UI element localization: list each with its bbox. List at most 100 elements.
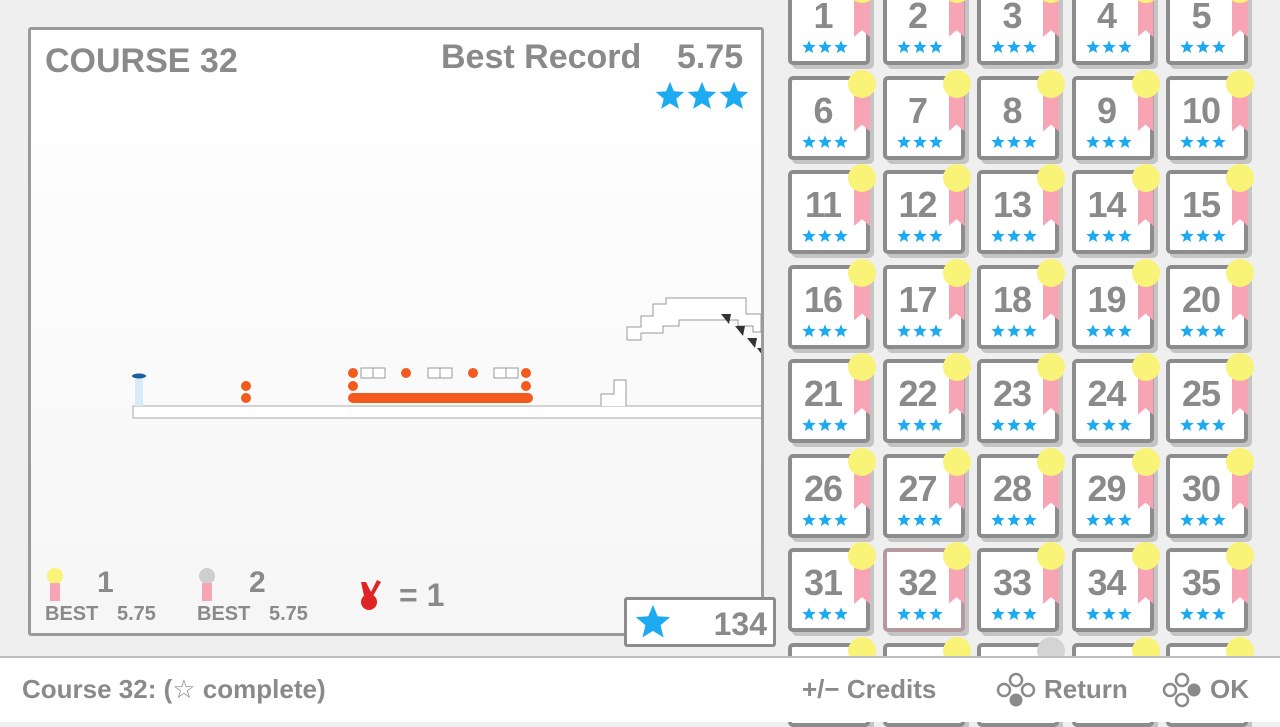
- medal: [942, 258, 971, 287]
- tile-stars: [1085, 134, 1132, 148]
- course-tile[interactable]: 35: [1166, 542, 1254, 632]
- tile-stars: [1180, 229, 1226, 243]
- medal-ribbon: [1137, 0, 1154, 37]
- tile-stars: [1180, 40, 1226, 54]
- course-tile[interactable]: 32: [882, 542, 971, 632]
- medal-best-label: BEST: [45, 603, 99, 625]
- medal: [1037, 164, 1065, 192]
- course-tile[interactable]: 12: [882, 164, 971, 254]
- course-tile[interactable]: 14: [1071, 164, 1160, 254]
- course-number: 20: [1181, 278, 1221, 320]
- course-number: 4: [1096, 0, 1117, 36]
- medal: [1226, 164, 1254, 192]
- tile-stars: [802, 607, 848, 621]
- medal: [848, 0, 876, 3]
- course-number: 6: [813, 89, 833, 131]
- tile-stars: [802, 323, 848, 337]
- course-tile[interactable]: 22: [882, 353, 971, 443]
- course-tile[interactable]: 6: [788, 69, 876, 160]
- medal-best-time: 5.75: [269, 603, 308, 625]
- course-number: 21: [803, 373, 843, 414]
- course-number: 26: [803, 467, 843, 509]
- medal: [1226, 0, 1254, 3]
- course-number: 14: [1087, 184, 1126, 225]
- course-tile[interactable]: 18: [977, 258, 1065, 349]
- course-number: 3: [1002, 0, 1022, 36]
- medal: [1226, 542, 1254, 570]
- course-tile[interactable]: 28: [977, 447, 1065, 538]
- medal: [1131, 258, 1160, 287]
- course-number: 12: [898, 184, 937, 225]
- medal: [1131, 542, 1160, 570]
- course-tile[interactable]: 34: [1071, 542, 1160, 632]
- tile-stars: [991, 607, 1037, 621]
- course-tile[interactable]: 13: [977, 164, 1065, 254]
- best-record-label: Best Record: [441, 38, 642, 76]
- course-tile[interactable]: 24: [1071, 353, 1160, 443]
- course-tile[interactable]: 23: [977, 353, 1065, 443]
- course-number: 8: [1002, 89, 1022, 131]
- tile-stars: [1085, 418, 1132, 432]
- course-tile[interactable]: 31: [788, 542, 876, 632]
- course-number: 27: [898, 467, 937, 509]
- course-tile[interactable]: 10: [1166, 69, 1254, 160]
- course-tile[interactable]: 1: [788, 0, 876, 65]
- medal: [942, 0, 971, 3]
- course-tile[interactable]: 3: [977, 0, 1065, 65]
- course-tile[interactable]: 15: [1166, 164, 1254, 254]
- medal: [848, 353, 876, 381]
- star-total: 134: [713, 606, 767, 642]
- medal: [848, 542, 876, 570]
- course-tile[interactable]: 27: [882, 447, 971, 538]
- course-tile[interactable]: 25: [1166, 353, 1254, 443]
- tile-stars: [896, 40, 943, 54]
- course-tile[interactable]: 29: [1071, 447, 1160, 538]
- course-tile[interactable]: 30: [1166, 447, 1254, 538]
- course-number: 32: [898, 562, 937, 603]
- course-tile[interactable]: 19: [1071, 258, 1160, 349]
- medal: [1037, 69, 1065, 98]
- course-number: 22: [898, 373, 937, 414]
- course-tile[interactable]: 20: [1166, 258, 1254, 349]
- course-tile[interactable]: 9: [1071, 69, 1160, 160]
- level-preview: [47, 297, 761, 610]
- medal: [1131, 447, 1160, 476]
- course-tile[interactable]: 33: [977, 542, 1065, 632]
- medal: [942, 164, 971, 192]
- status-text: Course 32: (☆ complete): [22, 674, 326, 704]
- course-tile[interactable]: 21: [788, 353, 876, 443]
- medal: [848, 164, 876, 192]
- tile-stars: [802, 40, 848, 54]
- course-tile[interactable]: 7: [882, 69, 971, 160]
- credits-button[interactable]: +/− Credits: [802, 674, 937, 704]
- course-tile[interactable]: 2: [882, 0, 971, 65]
- course-tile[interactable]: 16: [788, 258, 876, 349]
- ok-button[interactable]: OK: [1210, 674, 1249, 704]
- medal: [1131, 164, 1160, 192]
- medal: [942, 69, 971, 98]
- tile-stars: [896, 134, 943, 148]
- medal: [1037, 258, 1065, 287]
- medal: [942, 542, 971, 570]
- course-tile[interactable]: 11: [788, 164, 876, 254]
- tile-stars: [991, 323, 1037, 337]
- medal-ribbon: [854, 0, 870, 37]
- course-tile[interactable]: 5: [1166, 0, 1254, 65]
- footer-bar: Course 32: (☆ complete) +/− Credits Retu…: [0, 656, 1280, 722]
- death-count: = 1: [399, 577, 445, 613]
- return-button[interactable]: Return: [1044, 674, 1128, 704]
- tile-stars: [896, 607, 943, 621]
- course-tile[interactable]: 26: [788, 447, 876, 538]
- ok-icon: [1162, 672, 1201, 708]
- tile-stars: [1085, 607, 1132, 621]
- course-tile[interactable]: 17: [882, 258, 971, 349]
- medal: [1131, 69, 1160, 98]
- course-tile[interactable]: 8: [977, 69, 1065, 160]
- course-number: 1: [813, 0, 833, 36]
- medal-rank: 2: [249, 566, 266, 599]
- tile-stars: [991, 229, 1037, 243]
- course-number: 11: [804, 184, 842, 225]
- course-tile[interactable]: 4: [1071, 0, 1160, 65]
- medal: [848, 447, 876, 476]
